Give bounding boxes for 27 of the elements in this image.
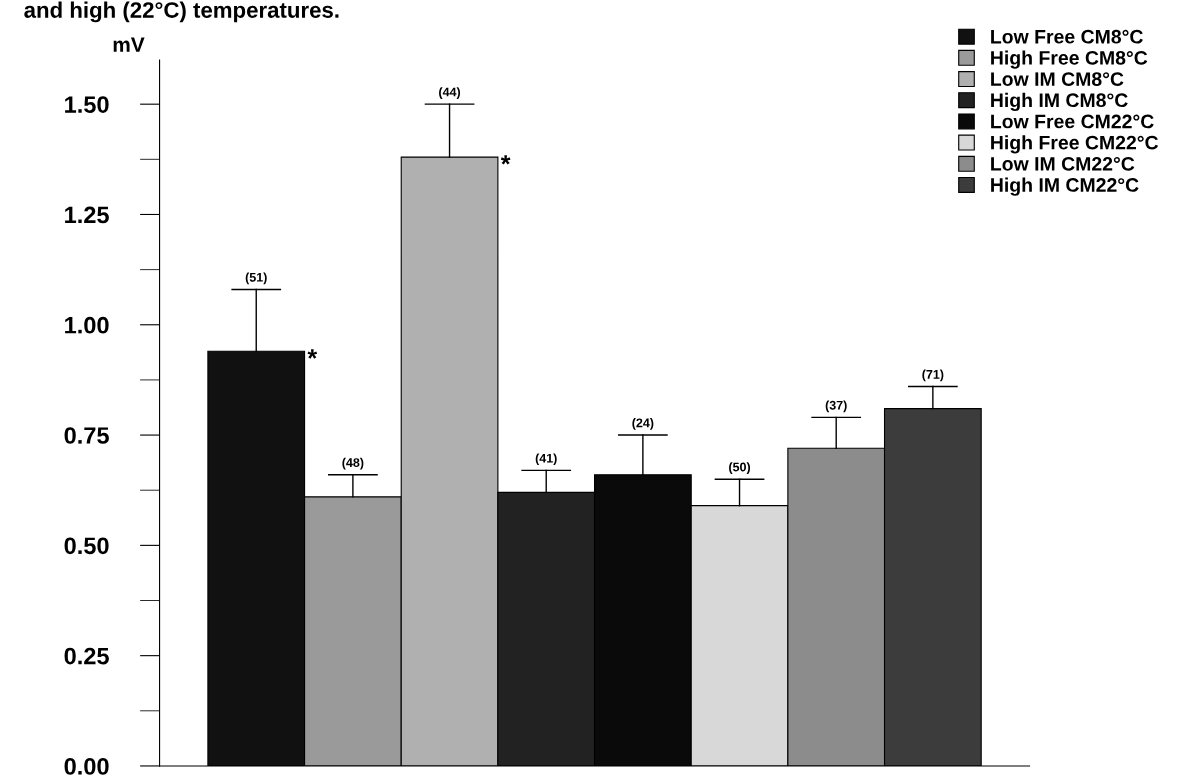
annotation: (37) xyxy=(825,400,847,413)
y-tick-label: 1.00 xyxy=(65,316,109,334)
chart-title: and high (22°C) temperatures. xyxy=(24,1,339,23)
annotation: (24) xyxy=(632,418,654,430)
annotation: * xyxy=(307,349,318,359)
annotation: (48) xyxy=(342,457,364,470)
annotation: (50) xyxy=(729,462,751,474)
y-tick-label: 0.25 xyxy=(64,647,109,665)
legend-label: High IM CM22°C xyxy=(991,177,1139,196)
legend-label: Low Free CM8°C xyxy=(991,29,1143,44)
legend-label: High IM CM8°C xyxy=(991,92,1128,112)
legend-label: Low IM CM8°C xyxy=(991,72,1124,86)
legend-label: Low IM CM22°C xyxy=(991,156,1135,171)
y-tick-label: 0.00 xyxy=(64,758,109,775)
legend-label: High Free CM8°C xyxy=(991,50,1148,69)
annotation: * xyxy=(500,155,511,165)
y-tick-label: 1.50 xyxy=(65,96,109,113)
annotation: (41) xyxy=(535,453,557,466)
y-tick-label: 0.75 xyxy=(64,427,109,444)
legend-label: High Free CM22°C xyxy=(991,135,1159,154)
annotation: (71) xyxy=(922,369,944,382)
annotation: (44) xyxy=(439,87,461,99)
legend-label: Low Free CM22°C xyxy=(991,114,1154,129)
y-tick-label: 1.25 xyxy=(65,206,109,224)
y-tick-label: 0.50 xyxy=(64,537,109,555)
annotation: (51) xyxy=(245,272,267,285)
y-axis-title: mV xyxy=(113,37,145,52)
